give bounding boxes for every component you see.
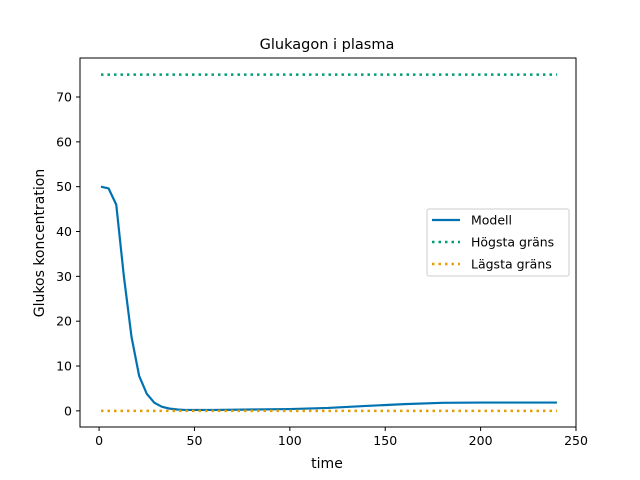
series-line-0 [100, 185, 557, 412]
axes-frame [79, 57, 577, 428]
y-tick-label: 30 [56, 269, 72, 284]
plot-area [79, 57, 577, 428]
y-tick-label: 0 [64, 403, 72, 418]
x-tick-label: 150 [373, 433, 397, 448]
y-tick-label: 20 [56, 314, 72, 329]
y-axis-ticks: 0 10 20 30 40 50 60 70 [56, 90, 80, 418]
x-tick-label: 250 [564, 433, 588, 448]
x-tick-label: 0 [95, 433, 103, 448]
series-layer [100, 73, 557, 413]
x-axis-label: time [311, 456, 343, 472]
y-tick-label: 10 [56, 359, 72, 374]
y-axis-label: Glukos koncentration [32, 169, 48, 317]
legend-label: Modell [471, 213, 512, 228]
legend-label: Lägsta gräns [471, 257, 552, 272]
x-tick-label: 50 [187, 433, 203, 448]
legend: Modell Högsta gräns Lägsta gräns [426, 208, 570, 277]
legend-box [426, 208, 570, 277]
chart-title: Glukagon i plasma [260, 37, 395, 53]
y-tick-label: 50 [56, 179, 72, 194]
legend-label: Högsta gräns [471, 235, 554, 250]
x-tick-label: 200 [469, 433, 493, 448]
x-axis-ticks: 0 50 100 150 200 250 [95, 427, 588, 448]
y-tick-label: 70 [56, 90, 72, 105]
x-tick-label: 100 [278, 433, 302, 448]
y-tick-label: 60 [56, 134, 72, 149]
y-tick-label: 40 [56, 224, 72, 239]
